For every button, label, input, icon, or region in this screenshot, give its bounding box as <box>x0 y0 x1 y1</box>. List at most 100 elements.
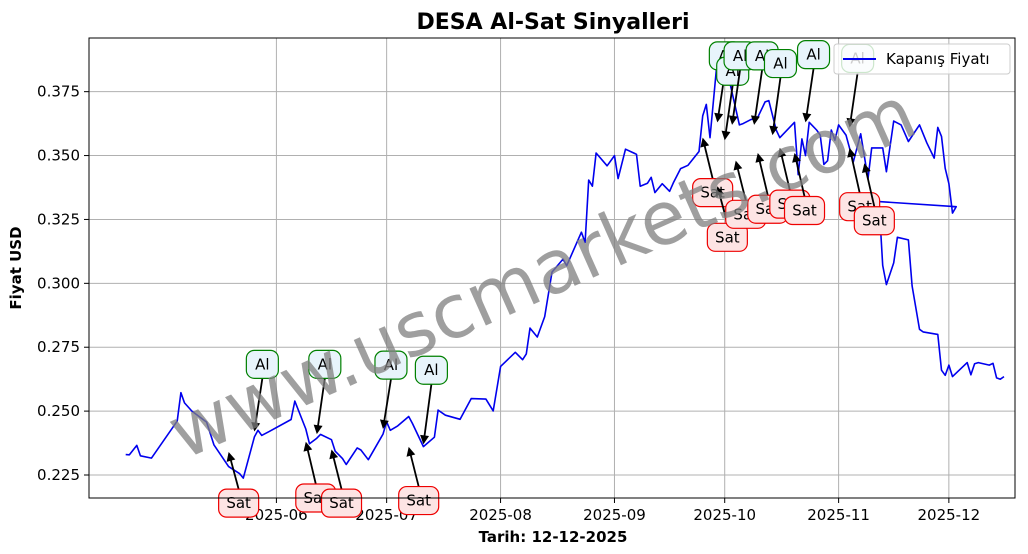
sell-arrow <box>849 149 861 193</box>
series-layer <box>125 57 1005 479</box>
sell-arrow-head <box>733 160 743 171</box>
y-axis-label: Fiyat USD <box>7 226 25 309</box>
sell-label-box <box>783 195 826 226</box>
sell-label: Sat <box>329 494 354 512</box>
buy-arrow <box>422 384 433 443</box>
x-tick-label: 2025-12 <box>918 506 981 524</box>
x-tick-label: 2025-08 <box>469 506 532 524</box>
buy-label-box <box>308 349 342 379</box>
sell-signal: Sat <box>320 449 363 518</box>
sell-label-box <box>320 488 363 518</box>
y-tick-label: 0.300 <box>37 274 80 292</box>
buy-signal: Al <box>796 40 831 123</box>
sell-arrow-head <box>847 147 856 158</box>
sell-signal: Sat <box>706 186 748 252</box>
sell-signal: Sat <box>783 153 826 226</box>
y-tick-label: 0.225 <box>37 466 80 484</box>
x-axis-ticks: 2025-06 2025-07 2025-08 2025-09 2025-10 2025-… <box>245 498 980 524</box>
buy-label: Al <box>384 356 398 374</box>
x-tick-label: 2025-10 <box>693 506 756 524</box>
y-tick-label: 0.275 <box>37 338 80 356</box>
y-tick-label: 0.250 <box>37 402 80 420</box>
buy-arrow-head <box>846 117 856 128</box>
chart-title: DESA Al-Sat Sinyalleri <box>416 10 689 35</box>
buy-arrow-head <box>750 115 760 125</box>
buy-arrow <box>849 72 859 126</box>
grid <box>89 38 1015 498</box>
legend: Kapanış Fiyatı <box>833 43 1011 75</box>
sell-label-box <box>398 485 440 516</box>
sell-arrow <box>863 164 876 207</box>
buy-label: Al <box>424 361 438 379</box>
sell-label: Sat <box>792 202 817 220</box>
x-tick-label: 2025-11 <box>807 506 870 524</box>
buy-label: Al <box>806 46 820 64</box>
buy-label: Al <box>318 355 332 373</box>
buy-arrow <box>382 378 392 428</box>
buy-arrow <box>316 378 326 433</box>
buy-signal: Al <box>414 355 448 445</box>
buy-label-box <box>374 350 408 380</box>
sell-arrow-head <box>700 137 710 148</box>
sell-arrow-head <box>406 446 416 457</box>
sell-label: Sat <box>862 212 887 230</box>
y-axis-ticks: 0.225 0.250 0.275 0.300 0.325 0.350 0.375 <box>37 83 89 484</box>
sell-label-box <box>853 206 895 236</box>
sell-arrow-head <box>792 153 801 163</box>
sell-signal: Sat <box>853 163 895 236</box>
buy-arrow-head <box>379 419 389 429</box>
x-axis-label: Tarih: 12-12-2025 <box>479 528 628 546</box>
buy-arrow <box>724 85 734 139</box>
legend-box <box>833 43 1011 75</box>
buy-signal: Al <box>245 349 279 432</box>
buy-label: Al <box>733 47 747 65</box>
buy-arrow-head <box>313 424 323 435</box>
buy-signal: Al <box>763 48 798 136</box>
watermark: www.uscmarkets.com <box>156 70 928 477</box>
sell-signal: Sat <box>398 446 440 516</box>
buy-arrow-head <box>721 130 731 141</box>
buy-label-box <box>796 40 831 70</box>
y-tick-label: 0.375 <box>37 83 80 101</box>
buy-arrow-head <box>769 125 779 136</box>
buy-arrow-head <box>802 112 812 123</box>
buy-signal: Al <box>308 349 342 435</box>
sell-arrow-head <box>755 153 765 163</box>
sell-arrow-head <box>329 449 339 460</box>
buy-arrow-head <box>728 115 738 125</box>
buy-label: Al <box>773 55 787 73</box>
sell-label: Sat <box>715 228 740 246</box>
buy-arrow <box>253 378 264 430</box>
buy-arrow <box>753 69 763 124</box>
buy-arrow <box>804 68 815 121</box>
sell-label-box <box>692 178 734 208</box>
y-tick-label: 0.325 <box>37 210 80 228</box>
sell-label: Sat <box>406 492 431 510</box>
sell-arrow <box>794 154 806 197</box>
buy-arrow <box>731 69 741 124</box>
buy-arrow <box>771 77 782 134</box>
sell-arrow-head <box>715 186 725 197</box>
buy-label-box <box>763 48 798 79</box>
sell-arrow-head <box>303 441 313 452</box>
price-line <box>125 57 1005 479</box>
legend-entry: Kapanış Fiyatı <box>886 50 990 68</box>
sell-label: Sat <box>226 494 251 512</box>
sell-label-box <box>218 488 260 518</box>
buy-label-box <box>245 349 279 379</box>
buy-signal: Al <box>374 350 408 429</box>
buy-arrow-head <box>420 434 430 445</box>
buy-arrow-head <box>714 112 724 123</box>
sell-arrow-head <box>226 452 236 462</box>
buy-label-box <box>414 355 448 385</box>
x-tick-label: 2025-06 <box>245 506 308 524</box>
buy-label: Al <box>255 355 269 373</box>
buy-arrow-head <box>251 421 261 432</box>
sell-arrow-head <box>777 147 787 158</box>
sell-arrow-head <box>861 163 871 174</box>
x-tick-label: 2025-09 <box>583 506 646 524</box>
plot-frame <box>88 37 1016 499</box>
y-tick-label: 0.350 <box>37 147 80 165</box>
sell-signal: Sat <box>218 452 260 518</box>
